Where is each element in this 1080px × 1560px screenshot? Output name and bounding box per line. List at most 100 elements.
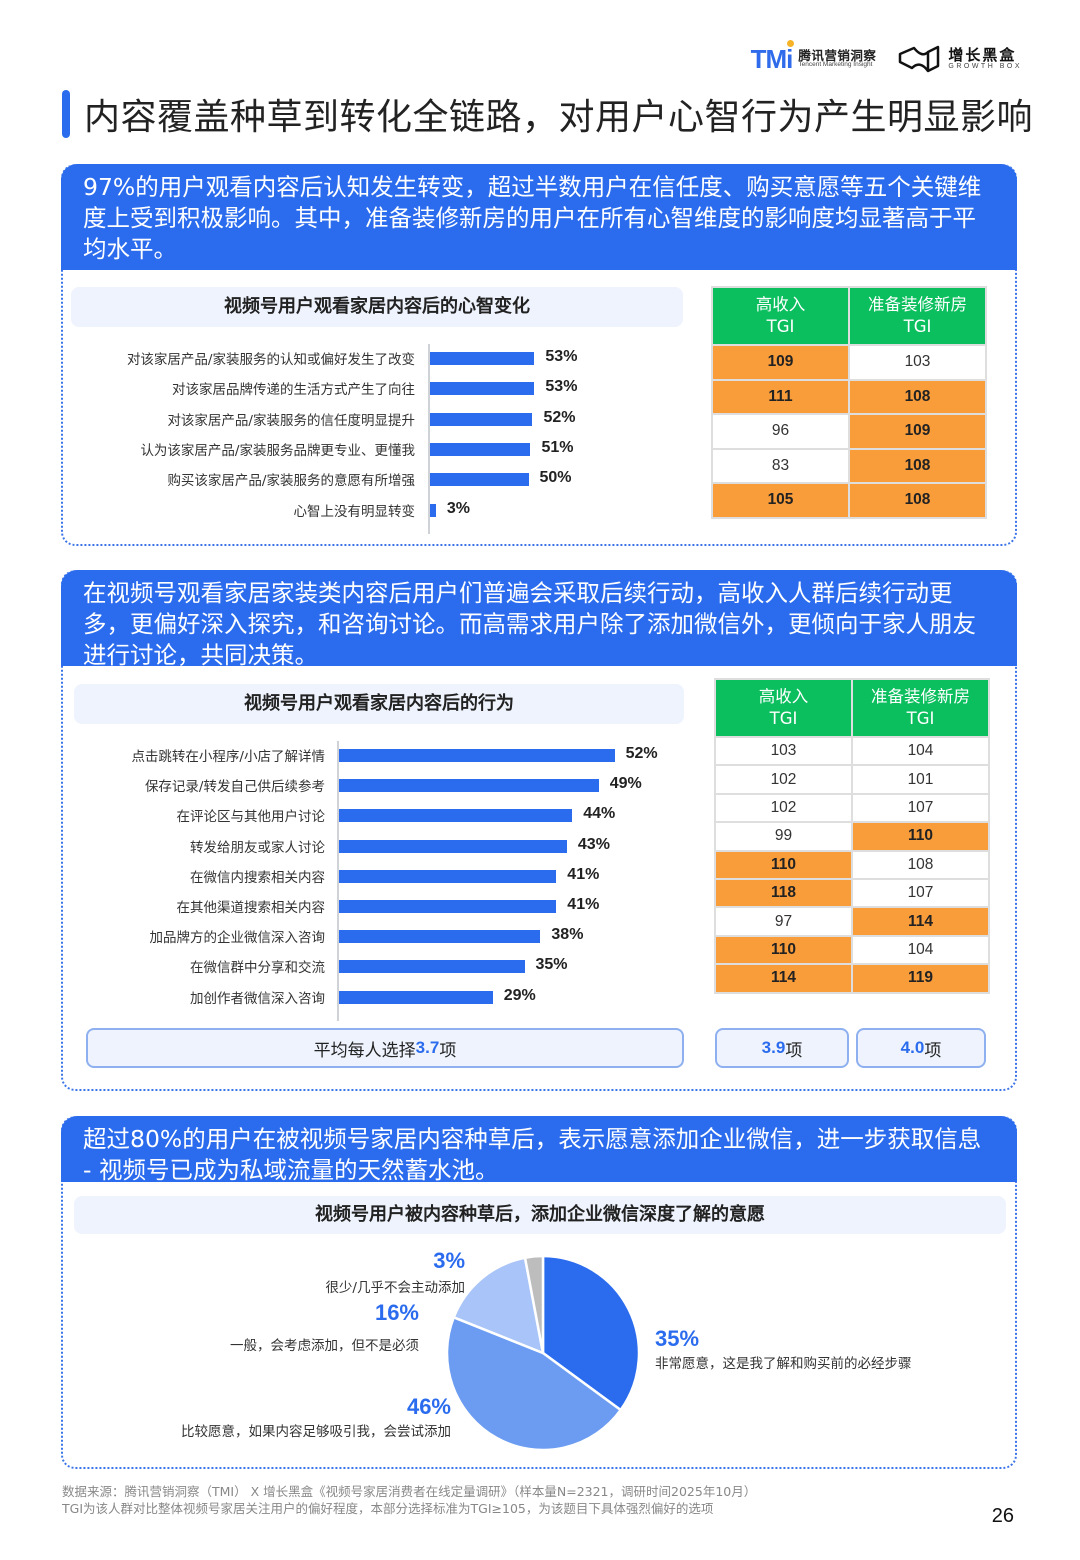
bar (339, 960, 525, 974)
bar (430, 382, 535, 396)
bar-label: 购买该家居产品/家装服务的意愿有所增强 (167, 473, 415, 490)
section-wecom-headline: 超过80%的用户在被视频号家居内容种草后，表示愿意添加企业微信，进一步获取信息 … (61, 1116, 1017, 1184)
tgi-cell: 111 (713, 380, 848, 413)
mindset-tgi-table: 高收入 TGI 准备装修新房 TGI 109 103 111 108 96 109 83 108 105… (711, 286, 987, 519)
pie-slice (445, 1315, 623, 1452)
bar (430, 352, 535, 365)
bar-label: 加创作者微信深入咨询 (190, 990, 325, 1007)
tgi-cell: 114 (853, 908, 988, 935)
behavior-bar-chart: 点击跳转在小程序/小店了解详情 52% 保存记录/转发自己供后续参考 49% 在评论区与… (63, 740, 703, 1021)
wecom-chart-title: 视频号用户被内容种草后，添加企业微信深度了解的意愿 (74, 1196, 1006, 1234)
bar (339, 930, 541, 944)
tgi-cell: 119 (853, 965, 988, 992)
bar-value: 41% (567, 865, 600, 883)
bar-value: 41% (567, 896, 600, 913)
pie-desc-46: 比较愿意，如果内容足够吸引我，会尝试添加 (181, 1424, 451, 1440)
tmi-logo-en: Tencent Marketing Insight (798, 61, 873, 69)
bar-value: 35% (535, 956, 568, 974)
tgi-cell: 97 (716, 908, 851, 935)
section-wecom: 超过80%的用户在被视频号家居内容种草后，表示愿意添加企业微信，进一步获取信息 … (61, 1116, 1017, 1469)
tmi-logo: TMi 腾讯营销洞察 Tencent Marketing Insight (751, 40, 877, 72)
tgi-cell: 108 (850, 484, 985, 517)
growth-box-cn: 增长黑盒 (948, 45, 1017, 64)
tgi-cell: 103 (850, 346, 985, 379)
bar (339, 809, 573, 823)
behavior-chart-title: 视频号用户观看家居内容后的行为 (74, 684, 684, 724)
bar-label: 对该家居品牌传递的生活方式产生了向往 (172, 382, 415, 399)
bar-label: 心智上没有明显转变 (293, 503, 416, 520)
pie-desc-3: 很少/几乎不会主动添加 (325, 1280, 465, 1296)
pie-slice (523, 1254, 545, 1354)
section-mindset-headline: 97%的用户观看内容后认知发生转变，超过半数用户在信任度、购买意愿等五个关键维度… (61, 164, 1017, 270)
tgi-cell: 110 (853, 823, 988, 850)
pie-label-35: 35% 非常愿意，这是我了解和购买前的必经步骤 (655, 1326, 912, 1372)
tgi-header-high-income: 高收入 TGI (713, 288, 848, 344)
bar (339, 779, 599, 793)
tgi-header-renovation: 准备装修新房 TGI (850, 288, 985, 344)
bar-label: 加品牌方的企业微信深入咨询 (149, 930, 326, 947)
bar (339, 869, 557, 883)
footer-tgi-note: TGI为该人群对比整体视频号家居关注用户的偏好程度，本部分选择标准为TGI≥10… (62, 1501, 714, 1516)
bar-value: 51% (541, 438, 574, 456)
page-title-text: 内容覆盖种草到转化全链路，对用户心智行为产生明显影响 (84, 97, 1034, 138)
tgi-cell: 102 (716, 794, 851, 822)
title-accent-bar (62, 90, 70, 138)
bar-value: 44% (583, 805, 616, 823)
bar-value: 49% (609, 775, 642, 793)
bar-label: 认为该家居产品/家装服务品牌更专业、更懂我 (140, 442, 415, 459)
bar (430, 503, 436, 517)
bar-value: 53% (545, 378, 578, 396)
bar-axis-line (337, 741, 339, 1021)
page-title: 内容覆盖种草到转化全链路，对用户心智行为产生明显影响 (62, 88, 1033, 140)
tgi-header-renovation: 准备装修新房 TGI (853, 680, 988, 736)
pie-label-46: 46% (406, 1394, 451, 1419)
pie-desc-16: 一般，会考虑添加，但不是必须 (230, 1338, 419, 1354)
bar-value: 3% (446, 499, 471, 517)
tmi-logo-cn: 腾讯营销洞察 (798, 48, 877, 64)
bar-label: 转发给朋友或家人讨论 (190, 839, 325, 856)
pie-label-3: 3% (433, 1248, 465, 1273)
tgi-cell: 110 (716, 851, 851, 878)
tgi-cell: 108 (853, 851, 988, 878)
section-behavior-headline: 在视频号观看家居家装类内容后用户们普遍会采取后续行动，高收入人群后续行动更多，更… (61, 570, 1017, 669)
tmi-logo-mark: TMi (751, 40, 795, 72)
mindset-bar-chart: 对该家居产品/家装服务的认知或偏好发生了改变 53% 对该家居品牌传递的生活方式产生… (63, 344, 703, 534)
tgi-cell: 96 (713, 415, 848, 448)
tgi-cell: 114 (716, 965, 851, 992)
pie-slice (452, 1256, 545, 1356)
header-logos: TMi 腾讯营销洞察 Tencent Marketing Insight 增长黑… (751, 40, 1022, 74)
avg-overall-box: 平均每人选择 3.7 项 (86, 1028, 684, 1068)
bar-value: 53% (545, 348, 578, 365)
tgi-cell: 108 (850, 449, 985, 482)
mindset-chart-title: 视频号用户观看家居内容后的心智变化 (71, 287, 683, 327)
box-icon (899, 45, 940, 73)
bar (339, 749, 615, 762)
bar (430, 473, 529, 487)
bar-label: 在微信内搜索相关内容 (190, 869, 325, 886)
section-behavior: 在视频号观看家居家装类内容后用户们普遍会采取后续行动，高收入人群后续行动更多，更… (61, 570, 1017, 1091)
behavior-tgi-table: 高收入 TGI 准备装修新房 TGI 103 104 102 101 102 107 99 110 11… (714, 678, 990, 994)
tgi-cell: 102 (716, 766, 851, 793)
tgi-cell: 103 (716, 738, 851, 765)
footer-notes: 数据来源：腾讯营销洞察（TMI） X 增长黑盒《视频号家居消费者在线定量调研》（… (62, 1483, 756, 1517)
tgi-header-high-income: 高收入 TGI (716, 680, 851, 736)
bar (339, 990, 493, 1004)
bar-value: 50% (539, 469, 572, 487)
growth-box-logo: 增长黑盒 GROWTH BOX (898, 44, 1022, 74)
bar-value: 43% (577, 835, 610, 853)
bar-label: 在评论区与其他用户讨论 (176, 809, 326, 826)
bar-axis-line (428, 344, 430, 534)
avg-renovation-box: 4.0 项 (856, 1028, 986, 1068)
wecom-pie-chart (445, 1254, 641, 1452)
bar (430, 412, 533, 426)
bar-label: 在微信群中分享和交流 (190, 960, 325, 977)
pie-label-16: 16% (374, 1300, 419, 1325)
tgi-cell: 110 (716, 936, 851, 964)
bar (339, 839, 567, 853)
tgi-cell: 109 (713, 346, 848, 379)
tgi-cell: 107 (853, 794, 988, 822)
tgi-cell: 104 (853, 738, 988, 765)
tgi-cell: 118 (716, 879, 851, 907)
page-number: 26 (991, 1505, 1014, 1527)
pie-slice (541, 1254, 641, 1412)
